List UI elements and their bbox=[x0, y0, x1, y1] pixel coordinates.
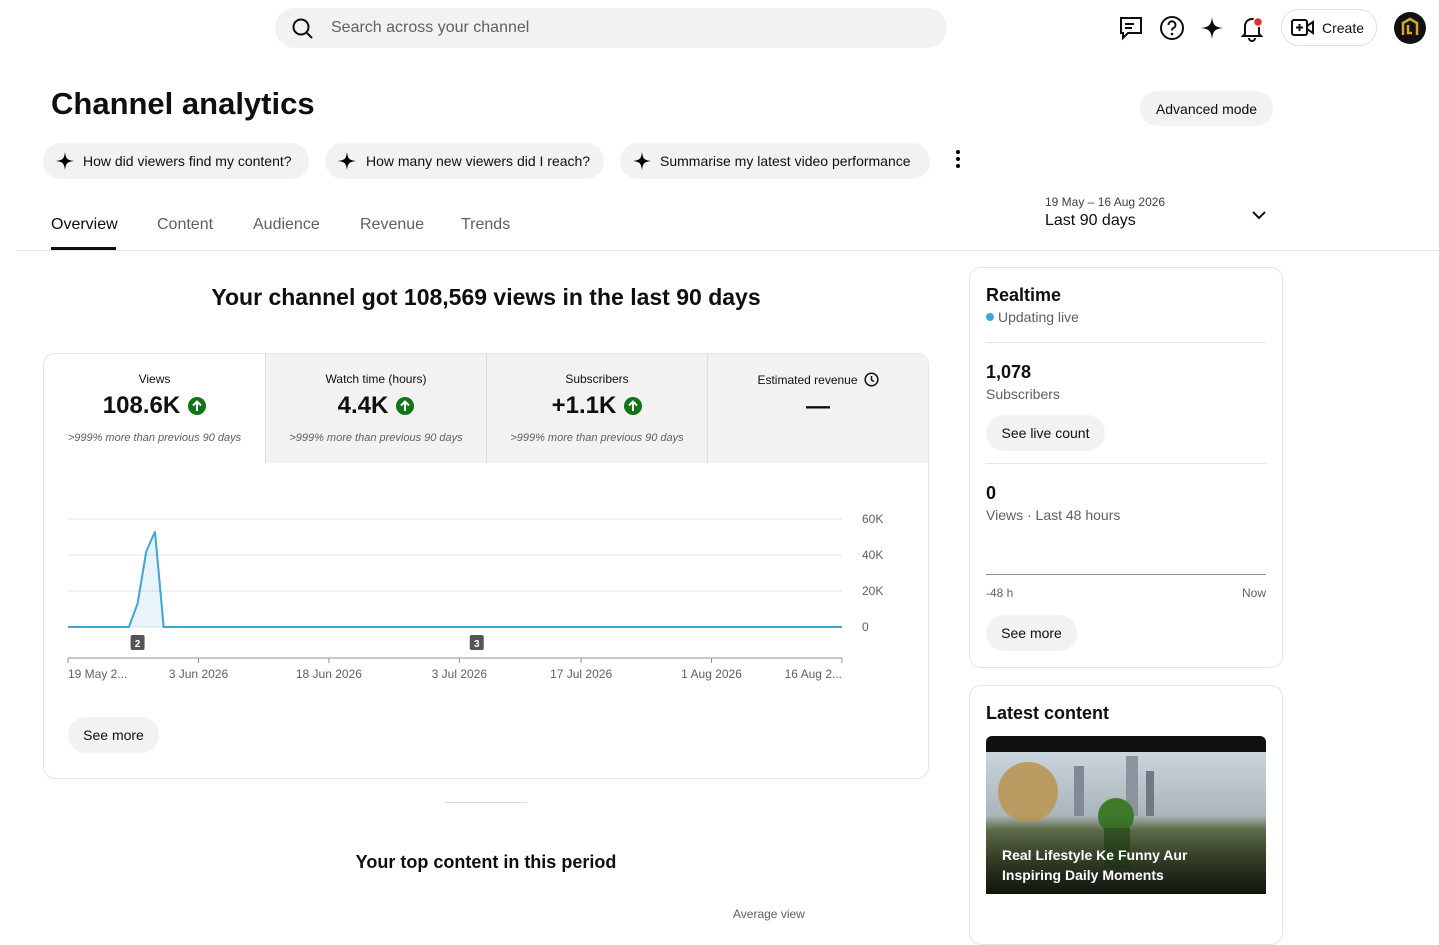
views-label: Views · Last 48 hours bbox=[986, 507, 1121, 523]
up-icon bbox=[396, 397, 415, 415]
video-thumbnail[interactable] bbox=[986, 736, 1266, 894]
search-icon bbox=[292, 18, 313, 39]
feedback-icon[interactable] bbox=[1118, 14, 1146, 42]
date-range-period[interactable]: Last 90 days bbox=[1045, 212, 1136, 229]
axis-label: Now bbox=[1241, 586, 1266, 600]
help-icon[interactable] bbox=[1159, 15, 1185, 41]
sparkle-icon bbox=[338, 152, 356, 170]
x-tick-label: 3 Jun 2026 bbox=[169, 667, 229, 681]
tab[interactable]: Trends bbox=[461, 216, 511, 233]
latest-title: Latest content bbox=[986, 703, 1110, 723]
realtime-status: Updating live bbox=[998, 309, 1079, 325]
divider bbox=[986, 342, 1266, 343]
metric-tab[interactable]: Watch time (hours) 4.4K >999% more than … bbox=[265, 354, 486, 463]
x-tick-label: 1 Aug 2026 bbox=[681, 667, 742, 681]
x-tick-label: 17 Jul 2026 bbox=[550, 667, 612, 681]
metric-value: — bbox=[806, 393, 830, 420]
y-tick-label: 40K bbox=[862, 548, 883, 562]
video-title: Real Lifestyle Ke Funny Aur Inspiring Da… bbox=[1002, 847, 1188, 883]
sparkle-icon bbox=[633, 152, 651, 170]
prompt-chip[interactable]: How many new viewers did I reach? bbox=[325, 143, 604, 179]
live-dot bbox=[986, 313, 994, 321]
metric-value: 108.6K bbox=[102, 392, 181, 419]
create-icon bbox=[1291, 19, 1314, 36]
dropdown-icon[interactable] bbox=[1250, 207, 1268, 223]
annotation-label: 2 bbox=[135, 639, 141, 650]
metric-value: 4.4K bbox=[337, 392, 389, 419]
avatar[interactable] bbox=[1393, 11, 1427, 45]
subscriber-count: 1,078 bbox=[986, 362, 1032, 382]
metric-tabs-bg bbox=[265, 354, 928, 463]
top-content-title: Your top content in this period bbox=[355, 852, 617, 872]
search-box[interactable]: Search across your channel bbox=[275, 8, 947, 48]
tab[interactable]: Revenue bbox=[360, 216, 425, 233]
y-tick-label: 60K bbox=[862, 512, 883, 526]
line bbox=[68, 531, 842, 628]
subscriber-label: Subscribers bbox=[986, 386, 1060, 402]
x-tick-label: 19 May 2... bbox=[68, 667, 127, 681]
prompt-chip[interactable]: How did viewers find my content? bbox=[43, 143, 309, 179]
metric-label: Estimated revenue bbox=[757, 372, 858, 387]
views-count: 0 bbox=[986, 483, 997, 503]
see-more-button[interactable]: See more bbox=[986, 615, 1077, 651]
clock-icon bbox=[863, 372, 879, 387]
up-icon bbox=[624, 397, 643, 415]
tab[interactable]: Overview bbox=[51, 216, 118, 233]
see-more-button[interactable]: See more bbox=[68, 717, 159, 753]
tab-underline bbox=[51, 247, 116, 250]
divider bbox=[445, 802, 527, 803]
metric-tab[interactable]: Estimated revenue — bbox=[707, 354, 928, 463]
y-tick-label: 20K bbox=[862, 584, 883, 598]
metric-label: Watch time (hours) bbox=[325, 372, 427, 386]
page-title: Channel analytics bbox=[51, 86, 315, 121]
metric-change: >999% more than previous 90 days bbox=[510, 432, 684, 444]
metric-value: +1.1K bbox=[551, 392, 617, 419]
up-icon bbox=[188, 397, 207, 415]
column-header: Average view bbox=[733, 907, 805, 921]
realtime-card bbox=[969, 267, 1283, 668]
metric-label: Views bbox=[138, 372, 171, 386]
y-tick-label: 0 bbox=[862, 620, 869, 634]
area bbox=[68, 531, 842, 627]
live-count-button[interactable]: See live count bbox=[986, 415, 1105, 451]
body: { "header": {"search_placeholder": "Sear… bbox=[17, 8, 1439, 945]
date-range-dates: 19 May – 16 Aug 2026 bbox=[1045, 195, 1166, 209]
metric-change: >999% more than previous 90 days bbox=[289, 432, 463, 444]
annotation-label: 3 bbox=[474, 639, 480, 650]
metric-change: >999% more than previous 90 days bbox=[67, 432, 242, 444]
x-tick-label: 3 Jul 2026 bbox=[432, 667, 488, 681]
notifications-icon[interactable] bbox=[1239, 14, 1267, 42]
tab[interactable]: Content bbox=[157, 216, 214, 233]
advanced-mode-button[interactable]: Advanced mode bbox=[1140, 91, 1273, 126]
annotation-marker bbox=[469, 635, 484, 650]
metric-label: Subscribers bbox=[565, 372, 629, 386]
more-icon[interactable] bbox=[950, 149, 966, 169]
metric-tab[interactable]: Views 108.6K >999% more than previous 90… bbox=[44, 354, 265, 463]
realtime-title: Realtime bbox=[986, 285, 1062, 305]
x-tick-label: 16 Aug 2... bbox=[785, 667, 842, 681]
metric-tab[interactable]: Subscribers +1.1K >999% more than previo… bbox=[486, 354, 707, 463]
prompt-chip[interactable]: Summarise my latest video performance bbox=[620, 143, 930, 179]
axis-label: -48 h bbox=[986, 586, 1014, 600]
divider bbox=[986, 463, 1266, 464]
sparkle-icon[interactable] bbox=[1200, 16, 1224, 40]
divider bbox=[17, 250, 1439, 251]
tab[interactable]: Audience bbox=[253, 216, 320, 233]
realtime-axis bbox=[986, 574, 1266, 575]
x-tick-label: 18 Jun 2026 bbox=[296, 667, 362, 681]
page: Channel analytics html, body { margin: 0… bbox=[17, 8, 1439, 945]
annotation-marker bbox=[130, 635, 145, 650]
sparkle-icon bbox=[56, 152, 74, 170]
headline: Your channel got 108,569 views in the la… bbox=[211, 284, 761, 310]
views-chart: 0 20K 40K 60K 19 May 2... 3 Jun 2026 18 Jun 20… bbox=[67, 512, 883, 681]
